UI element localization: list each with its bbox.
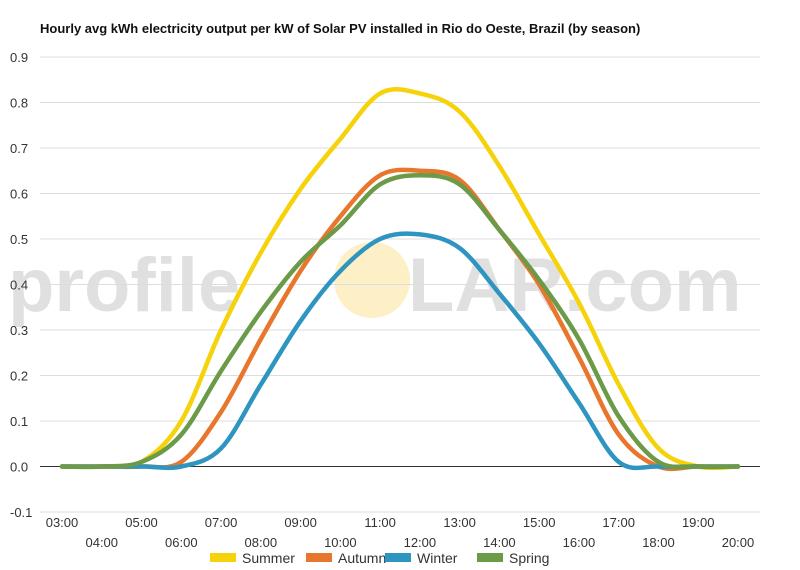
x-tick-label: 18:00 bbox=[642, 535, 675, 550]
x-tick-label: 17:00 bbox=[602, 515, 635, 530]
x-tick-label: 15:00 bbox=[523, 515, 556, 530]
x-tick-label: 20:00 bbox=[722, 535, 755, 550]
watermark-sun-icon bbox=[334, 242, 410, 318]
y-axis: -0.1 0.0 0.1 0.2 0.3 0.4 0.5 0.6 0.7 0.8 0.9 bbox=[10, 50, 32, 520]
y-tick-label: 0.1 bbox=[10, 414, 28, 429]
x-tick-label: 14:00 bbox=[483, 535, 516, 550]
watermark: profile LAR.com bbox=[8, 242, 742, 328]
y-tick-label: 0.0 bbox=[10, 460, 28, 475]
chart-title: Hourly avg kWh electricity output per kW… bbox=[40, 21, 640, 36]
x-tick-label: 12:00 bbox=[404, 535, 437, 550]
legend-swatch-autumn bbox=[306, 553, 332, 562]
legend-label-summer: Summer bbox=[242, 550, 295, 566]
series-group bbox=[59, 87, 741, 472]
x-tick-label: 05:00 bbox=[125, 515, 158, 530]
legend-label-spring: Spring bbox=[509, 550, 549, 566]
y-tick-label: 0.9 bbox=[10, 50, 28, 65]
x-tick-label: 09:00 bbox=[284, 515, 317, 530]
x-tick-label: 06:00 bbox=[165, 535, 198, 550]
legend: Summer Autumn Winter Spring bbox=[210, 550, 549, 566]
series-line-spring bbox=[59, 173, 741, 470]
legend-swatch-summer bbox=[210, 553, 236, 562]
y-tick-label: 0.7 bbox=[10, 141, 28, 156]
series-line-summer bbox=[59, 87, 741, 471]
y-tick-label: 0.6 bbox=[10, 187, 28, 202]
legend-swatch-winter bbox=[385, 553, 411, 562]
x-tick-label: 03:00 bbox=[46, 515, 79, 530]
legend-swatch-spring bbox=[477, 553, 503, 562]
series-line-autumn bbox=[59, 167, 741, 472]
x-tick-label: 19:00 bbox=[682, 515, 715, 530]
x-tick-label: 07:00 bbox=[205, 515, 238, 530]
x-tick-label: 08:00 bbox=[245, 535, 278, 550]
legend-label-winter: Winter bbox=[417, 550, 458, 566]
series-line-winter bbox=[59, 231, 741, 471]
grid bbox=[40, 56, 760, 513]
y-tick-label: 0.5 bbox=[10, 232, 28, 247]
y-tick-label: 0.2 bbox=[10, 369, 28, 384]
y-tick-label: 0.8 bbox=[10, 96, 28, 111]
legend-label-autumn: Autumn bbox=[338, 550, 386, 566]
watermark-text-left: profile bbox=[8, 243, 240, 328]
x-tick-label: 04:00 bbox=[85, 535, 118, 550]
y-tick-label: 0.3 bbox=[10, 323, 28, 338]
y-tick-label: 0.4 bbox=[10, 278, 28, 293]
x-tick-label: 16:00 bbox=[563, 535, 596, 550]
x-axis: 03:00 04:00 05:00 06:00 07:00 08:00 09:00 10:00… bbox=[46, 515, 755, 550]
watermark-text-right: LAR.com bbox=[408, 243, 742, 328]
x-tick-label: 10:00 bbox=[324, 535, 357, 550]
x-tick-label: 11:00 bbox=[364, 515, 396, 530]
y-tick-label: -0.1 bbox=[10, 505, 32, 520]
x-tick-label: 13:00 bbox=[443, 515, 476, 530]
